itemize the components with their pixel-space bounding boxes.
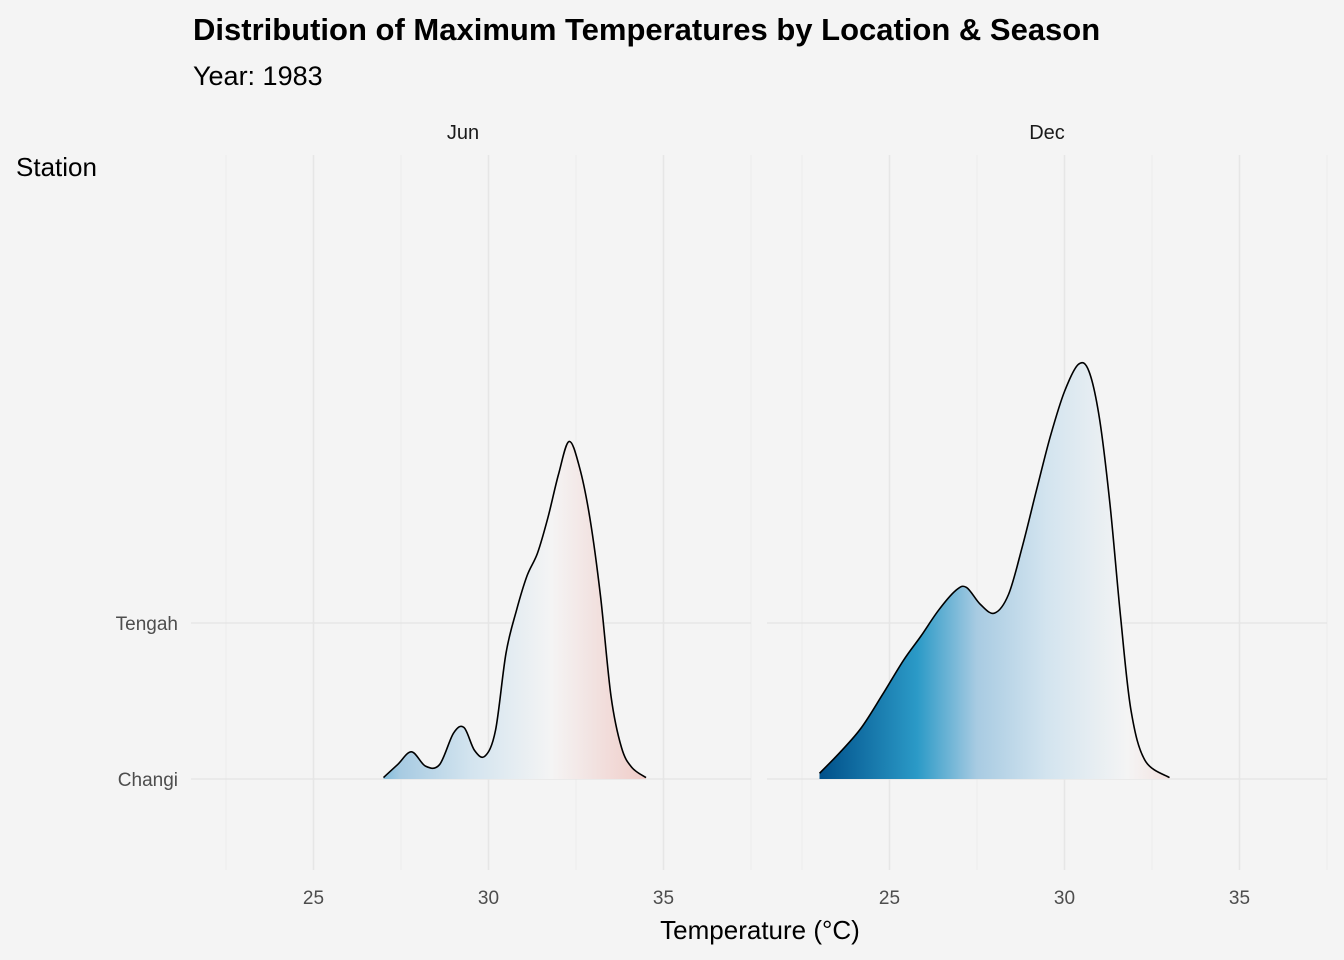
x-tick-label: 25: [879, 888, 900, 909]
facet-dec: 25 30 35 Dec: [767, 122, 1328, 909]
x-axis-title: Temperature (°C): [660, 915, 860, 945]
chart-title: Distribution of Maximum Temperatures by …: [193, 12, 1100, 47]
facet-strip-label: Jun: [447, 122, 479, 144]
x-tick-label: 35: [653, 888, 674, 909]
x-tick-label: 30: [478, 888, 499, 909]
chart-subtitle: Year: 1983: [193, 61, 323, 91]
y-tick-label-changi: Changi: [118, 770, 178, 791]
x-tick-label: 35: [1229, 888, 1250, 909]
x-tick-label: 30: [1054, 888, 1075, 909]
density-ridge-line-changi: [382, 440, 647, 779]
density-ridge-line-changi: [818, 361, 1170, 779]
density-ridge-fill-changi: [383, 441, 646, 779]
x-tick-label: 25: [303, 888, 324, 909]
y-tick-label-tengah: Tengah: [116, 614, 178, 635]
facet-panels: 25 30 35 Jun 25 30 35 Dec: [191, 122, 1328, 909]
facet-strip-label: Dec: [1029, 122, 1065, 144]
y-axis-title: Station: [16, 152, 97, 182]
facet-jun: 25 30 35 Jun: [191, 122, 752, 909]
density-ridge-fill-changi: [819, 362, 1170, 779]
y-axis-ticks: Changi Tengah: [116, 614, 178, 791]
